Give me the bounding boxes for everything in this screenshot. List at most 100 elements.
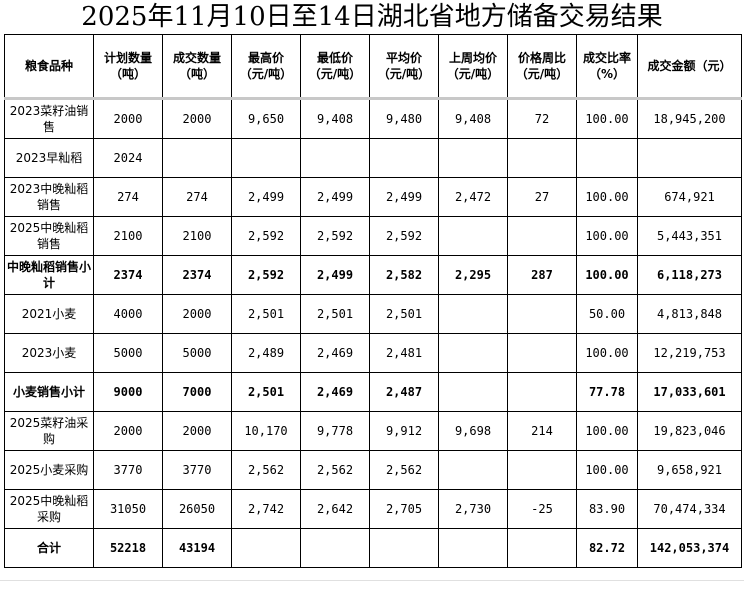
table-cell: 2000 [93, 411, 163, 451]
table-cell: 2,469 [300, 372, 370, 412]
table-cell [507, 528, 577, 568]
table-cell: 50.00 [576, 294, 638, 334]
grain-variety-cell: 2021小麦 [4, 294, 94, 334]
table-cell: 82.72 [576, 528, 638, 568]
table-cell [369, 138, 439, 178]
column-header: 成交金额（元） [637, 34, 742, 99]
grain-variety-cell: 2025菜籽油采购 [4, 411, 94, 451]
table-cell: 72 [507, 98, 577, 139]
table-cell: 18,945,200 [637, 98, 742, 139]
table-cell: 77.78 [576, 372, 638, 412]
table-cell: 31050 [93, 489, 163, 529]
table-cell [231, 528, 301, 568]
table-cell: 2,562 [231, 450, 301, 490]
table-cell [162, 138, 232, 178]
results-table: 粮食品种 计划数量（吨） 成交数量（吨） 最高价（元/吨） 最低价（元/吨） 平均价（元/… [4, 34, 742, 568]
table-cell: 2,592 [231, 255, 301, 295]
table-row: 2023菜籽油销售 2000 2000 9,650 9,408 9,480 9,408 72 1… [4, 98, 742, 139]
table-cell: 6,118,273 [637, 255, 742, 295]
column-header: 粮食品种 [4, 34, 94, 99]
table-cell: 2,469 [300, 333, 370, 373]
table-cell [369, 528, 439, 568]
table-cell: 674,921 [637, 177, 742, 217]
table-cell: 9,650 [231, 98, 301, 139]
table-cell: 9,658,921 [637, 450, 742, 490]
table-cell: 2000 [162, 98, 232, 139]
table-cell: 2,499 [300, 177, 370, 217]
table-cell [438, 216, 508, 256]
grain-variety-cell: 2025小麦采购 [4, 450, 94, 490]
table-cell: 287 [507, 255, 577, 295]
table-cell: 10,170 [231, 411, 301, 451]
table-cell: 5,443,351 [637, 216, 742, 256]
table-row: 2025小麦采购 3770 3770 2,562 2,562 2,562 100.00 9,6… [4, 450, 742, 490]
table-cell: 100.00 [576, 98, 638, 139]
grain-variety-cell: 2025中晚籼稻采购 [4, 489, 94, 529]
header-row: 粮食品种 计划数量（吨） 成交数量（吨） 最高价（元/吨） 最低价（元/吨） 平均价（元/… [4, 34, 742, 99]
table-cell: 2,562 [369, 450, 439, 490]
table-cell [438, 333, 508, 373]
table-row: 2025菜籽油采购 2000 2000 10,170 9,778 9,912 9,698 21… [4, 411, 742, 451]
table-cell: 2000 [93, 98, 163, 139]
grain-variety-cell: 2023早籼稻 [4, 138, 94, 178]
table-cell: 2,489 [231, 333, 301, 373]
table-cell: -25 [507, 489, 577, 529]
table-cell [507, 138, 577, 178]
subtotal-row: 中晚籼稻销售小计 2374 2374 2,592 2,499 2,582 2,295 287 1… [4, 255, 742, 295]
table-cell [507, 216, 577, 256]
table-cell: 83.90 [576, 489, 638, 529]
table-cell: 9,408 [300, 98, 370, 139]
subtotal-row: 小麦销售小计 9000 7000 2,501 2,469 2,487 77.78 17,033… [4, 372, 742, 412]
column-header: 成交比率（%） [576, 34, 638, 99]
table-cell [576, 138, 638, 178]
table-cell: 2,501 [231, 294, 301, 334]
table-cell: 70,474,334 [637, 489, 742, 529]
table-cell: 2,472 [438, 177, 508, 217]
table-cell: 2,499 [369, 177, 439, 217]
table-cell: 5000 [162, 333, 232, 373]
table-cell: 4000 [93, 294, 163, 334]
table-cell: 2374 [162, 255, 232, 295]
column-header: 平均价（元/吨） [369, 34, 439, 99]
table-cell: 3770 [162, 450, 232, 490]
table-cell: 2,501 [231, 372, 301, 412]
table-cell: 100.00 [576, 177, 638, 217]
table-cell [637, 138, 742, 178]
table-cell: 9,408 [438, 98, 508, 139]
page-title: 2025年11月10日至14日湖北省地方储备交易结果 [81, 2, 663, 32]
grain-variety-cell: 2023小麦 [4, 333, 94, 373]
table-cell [231, 138, 301, 178]
table-cell: 100.00 [576, 411, 638, 451]
table-cell [438, 372, 508, 412]
table-cell: 43194 [162, 528, 232, 568]
table-cell [438, 138, 508, 178]
subtotal-row: 合计 52218 43194 82.72 142,053,374 [4, 528, 742, 568]
column-header: 最低价（元/吨） [300, 34, 370, 99]
grain-variety-cell: 合计 [4, 528, 94, 568]
table-cell: 2,487 [369, 372, 439, 412]
table-cell: 2,642 [300, 489, 370, 529]
grain-variety-cell: 2025中晚籼稻销售 [4, 216, 94, 256]
table-cell: 9,912 [369, 411, 439, 451]
table-cell: 2,481 [369, 333, 439, 373]
column-header: 计划数量（吨） [93, 34, 163, 99]
table-cell: 100.00 [576, 333, 638, 373]
table-row: 2025中晚籼稻销售 2100 2100 2,592 2,592 2,592 100.00 5… [4, 216, 742, 256]
table-cell: 52218 [93, 528, 163, 568]
column-header: 成交数量（吨） [162, 34, 232, 99]
table-cell: 274 [162, 177, 232, 217]
table-cell [507, 333, 577, 373]
table-cell: 9,698 [438, 411, 508, 451]
table-row: 2023早籼稻 2024 [4, 138, 742, 178]
table-cell: 2000 [162, 294, 232, 334]
grain-variety-cell: 中晚籼稻销售小计 [4, 255, 94, 295]
table-cell: 100.00 [576, 216, 638, 256]
table-cell [438, 450, 508, 490]
table-cell [300, 528, 370, 568]
table-cell: 9,778 [300, 411, 370, 451]
table-cell [300, 138, 370, 178]
table-cell: 2,295 [438, 255, 508, 295]
grain-variety-cell: 小麦销售小计 [4, 372, 94, 412]
table-cell: 12,219,753 [637, 333, 742, 373]
table-cell: 4,813,848 [637, 294, 742, 334]
